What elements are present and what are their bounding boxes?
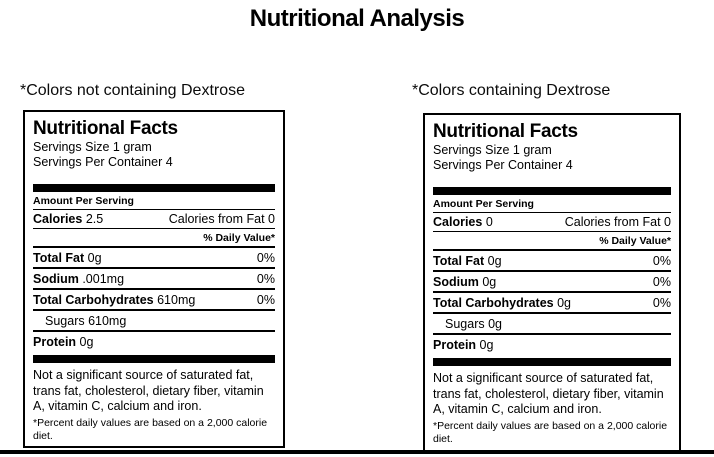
thick-divider-bar <box>33 184 275 192</box>
sugars-row: Sugars 0g <box>433 314 671 335</box>
servings-per-container: Servings Per Container 4 <box>33 155 173 169</box>
total-fat-label: Total Fat 0g <box>33 251 102 265</box>
total-fat-name: Total Fat <box>33 251 85 265</box>
amount-per-serving-label: Amount Per Serving <box>433 195 671 213</box>
footnote: Not a significant source of saturated fa… <box>433 371 664 416</box>
sodium-dv: 0% <box>256 272 275 286</box>
daily-value-header: % Daily Value* <box>33 229 275 248</box>
calories-from-fat: Calories from Fat 0 <box>564 215 671 229</box>
protein-value: 0g <box>79 335 94 349</box>
thick-divider-bar <box>433 358 671 366</box>
sugars-row: Sugars 610mg <box>33 311 275 332</box>
thick-divider-bar <box>433 187 671 195</box>
calories-amount: 0 <box>485 215 493 229</box>
serving-size: Servings Size 1 gram <box>433 143 552 157</box>
caption-colors-no-dextrose: *Colors not containing Dextrose <box>20 82 246 99</box>
total-fat-dv: 0% <box>256 251 275 265</box>
calories-label: Calories <box>33 212 83 226</box>
sodium-label: Sodium 0g <box>433 275 496 289</box>
calories-from-fat: Calories from Fat 0 <box>168 212 275 226</box>
nutrition-label-no-dextrose: Nutritional Facts Servings Size 1 gram S… <box>23 110 285 448</box>
daily-value-header: % Daily Value* <box>433 232 671 251</box>
nutrition-facts-heading: Nutritional Facts <box>433 121 578 142</box>
carbohydrates-name: Total Carbohydrates <box>433 296 554 310</box>
protein-name: Protein <box>433 338 477 352</box>
carbohydrates-value: 0g <box>557 296 572 310</box>
protein-row: Protein 0g <box>33 332 275 352</box>
thick-divider-bar <box>33 355 275 363</box>
carbohydrates-row: Total Carbohydrates 610mg 0% <box>33 290 275 311</box>
total-fat-label: Total Fat 0g <box>433 254 502 268</box>
carbohydrates-value: 610mg <box>157 293 196 307</box>
nutrition-label-dextrose: Nutritional Facts Servings Size 1 gram S… <box>423 113 681 452</box>
total-fat-row: Total Fat 0g 0% <box>433 251 671 272</box>
calories-row: Calories 2.5 Calories from Fat 0 <box>33 210 275 229</box>
servings-per-container: Servings Per Container 4 <box>433 158 573 172</box>
carbohydrates-dv: 0% <box>652 296 671 310</box>
sodium-row: Sodium 0g 0% <box>433 272 671 293</box>
sodium-name: Sodium <box>433 275 479 289</box>
total-fat-value: 0g <box>87 251 102 265</box>
carbohydrates-dv: 0% <box>256 293 275 307</box>
fine-print: *Percent daily values are based on a 2,0… <box>33 416 268 443</box>
sodium-name: Sodium <box>33 272 79 286</box>
sodium-value: .001mg <box>82 272 125 286</box>
carbohydrates-label: Total Carbohydrates 0g <box>433 296 571 310</box>
sodium-value: 0g <box>482 275 497 289</box>
carbohydrates-row: Total Carbohydrates 0g 0% <box>433 293 671 314</box>
total-fat-value: 0g <box>487 254 502 268</box>
carbohydrates-label: Total Carbohydrates 610mg <box>33 293 195 307</box>
calories-value: Calories 2.5 <box>33 212 103 226</box>
amount-per-serving-label: Amount Per Serving <box>33 192 275 210</box>
calories-amount: 2.5 <box>85 212 104 226</box>
caption-colors-dextrose: *Colors containing Dextrose <box>412 82 611 99</box>
protein-value: 0g <box>479 338 494 352</box>
nutrition-facts-heading: Nutritional Facts <box>33 118 178 139</box>
footnote: Not a significant source of saturated fa… <box>33 368 264 413</box>
sodium-label: Sodium .001mg <box>33 272 124 286</box>
total-fat-row: Total Fat 0g 0% <box>33 248 275 269</box>
page-title: Nutritional Analysis <box>249 5 465 32</box>
bottom-divider <box>0 450 714 454</box>
serving-size: Servings Size 1 gram <box>33 140 152 154</box>
protein-name: Protein <box>33 335 77 349</box>
calories-row: Calories 0 Calories from Fat 0 <box>433 213 671 232</box>
sodium-row: Sodium .001mg 0% <box>33 269 275 290</box>
total-fat-name: Total Fat <box>433 254 485 268</box>
calories-label: Calories <box>433 215 483 229</box>
carbohydrates-name: Total Carbohydrates <box>33 293 154 307</box>
sodium-dv: 0% <box>652 275 671 289</box>
protein-row: Protein 0g <box>433 335 671 355</box>
fine-print: *Percent daily values are based on a 2,0… <box>433 419 668 446</box>
calories-value: Calories 0 <box>433 215 493 229</box>
total-fat-dv: 0% <box>652 254 671 268</box>
